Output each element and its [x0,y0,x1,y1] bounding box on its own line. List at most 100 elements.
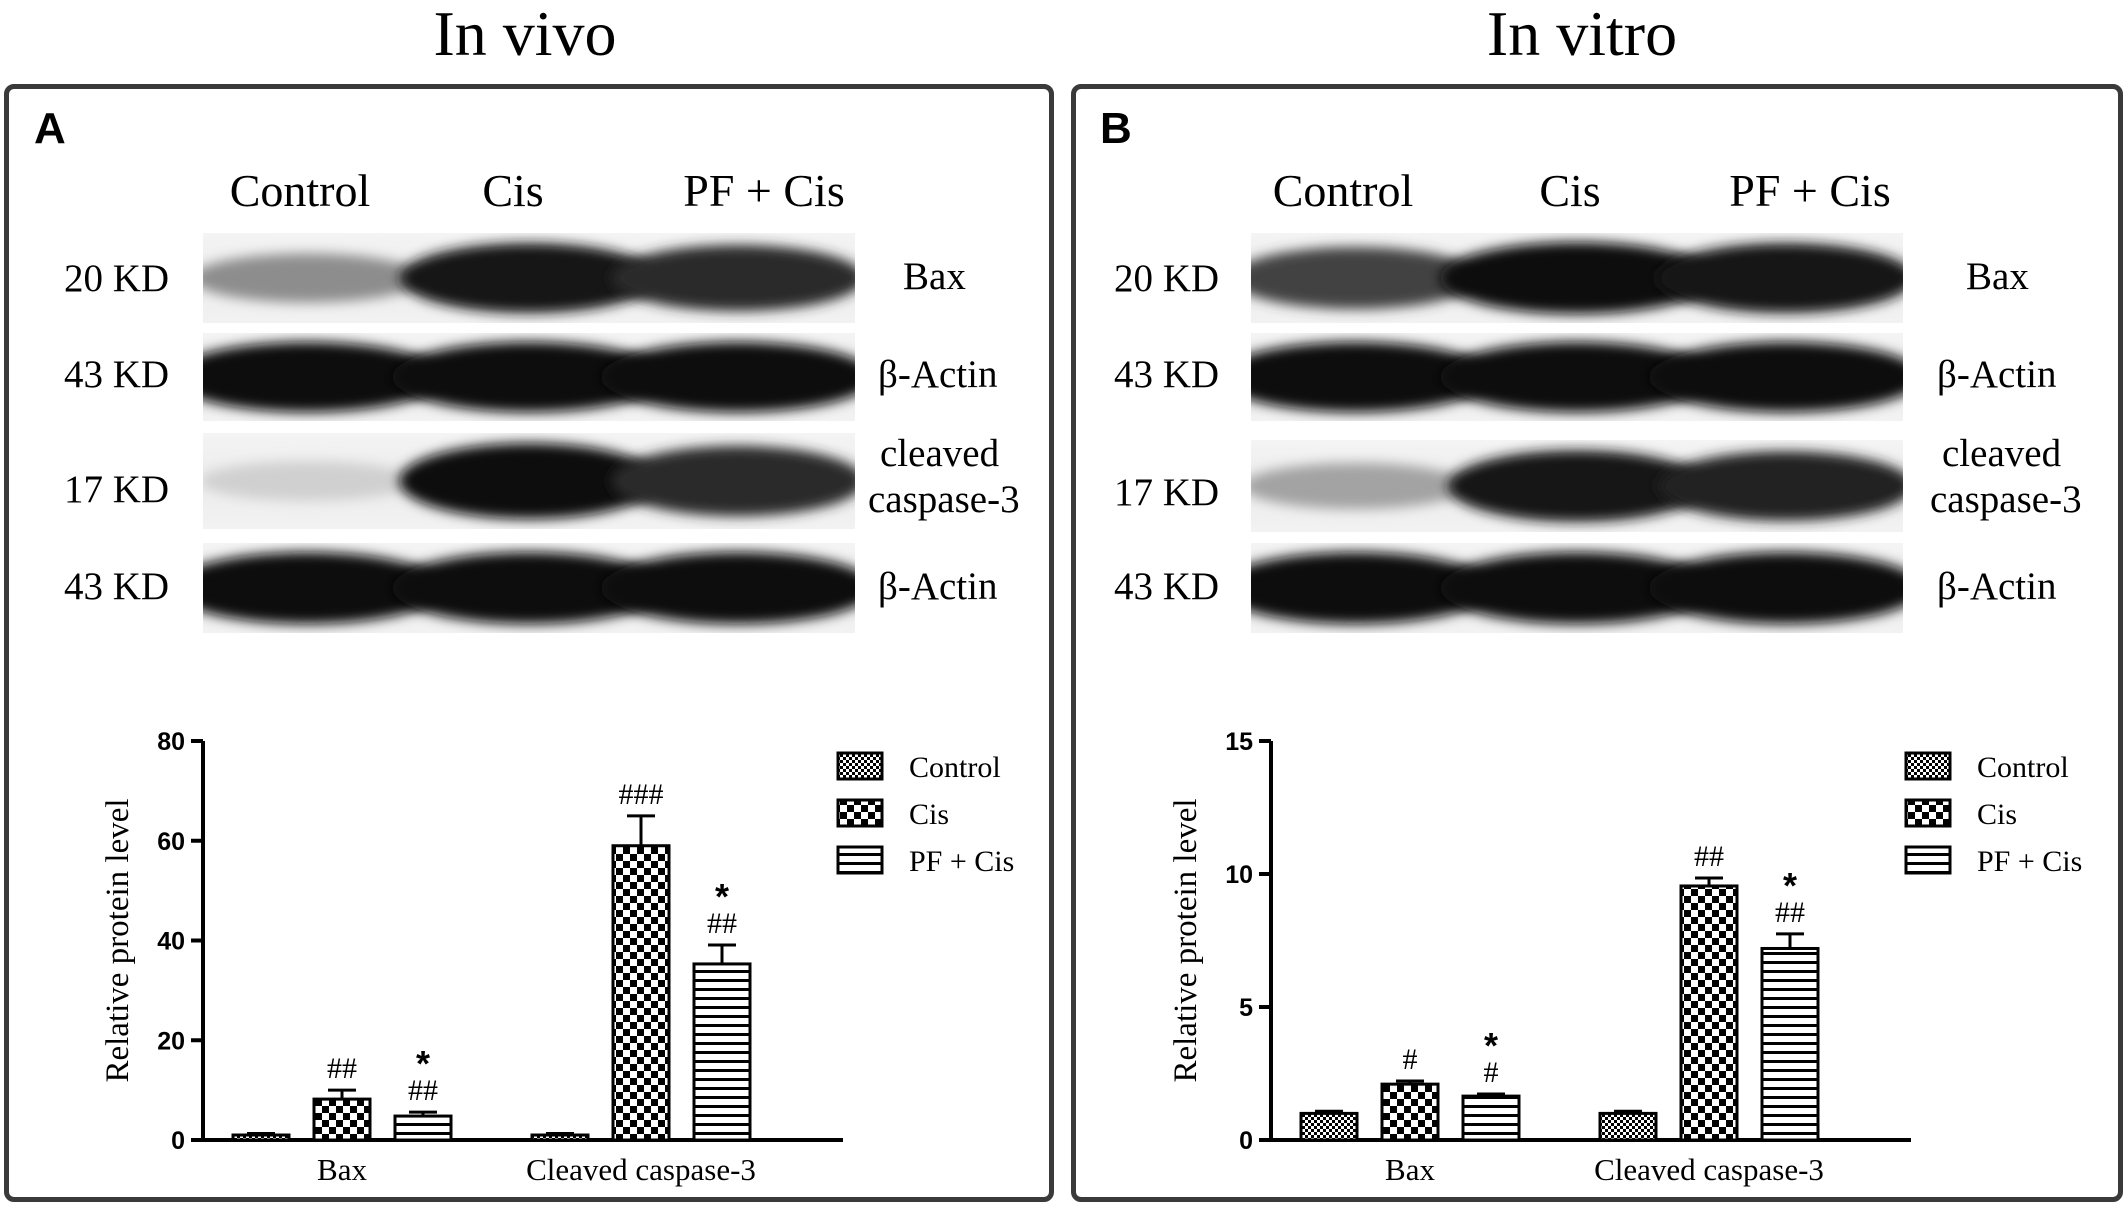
y-tick-label: 0 [171,1127,185,1155]
bar-control [231,1133,291,1142]
legend-swatch [1904,751,1952,781]
protein-label-line: cleaved [1942,432,2062,475]
legend-label: Cis [1977,798,2017,831]
band-control [1251,462,1468,510]
legend-label: PF + Cis [1977,845,2082,878]
band-control [1251,246,1480,310]
band-cis [1447,450,1707,522]
category-label: Cleaved caspase-3 [526,1152,756,1187]
bar-pf-cis [1461,1094,1521,1142]
band-pf-cis [611,244,855,312]
significance-hash: ## [1694,840,1724,873]
panel-a [4,84,1054,1202]
significance-hash: ## [1775,896,1805,929]
kd-label: 43 KD [64,353,170,396]
significance-star: * [715,876,729,917]
kd-label: 20 KD [1114,257,1220,300]
band-control [203,341,445,413]
significance-hash: # [1484,1056,1499,1089]
bar-cis [611,844,671,1142]
blot-strip-beta-actin [1251,543,1903,633]
significance-star: * [1783,865,1797,906]
significance-hash: # [1403,1043,1418,1076]
lane-label-pf-cis: PF + Cis [1729,165,1891,216]
legend-label: Control [1977,751,2069,784]
legend-label: PF + Cis [909,845,1014,878]
y-tick-label: 40 [157,928,185,956]
significance-hash: ## [327,1052,357,1085]
band-pf-cis [1656,243,1903,313]
category-label: Bax [1385,1152,1435,1187]
lane-label-control: Control [229,165,371,216]
y-tick-label: 20 [157,1027,185,1055]
panel-b [1071,84,2123,1202]
band-cis [392,341,666,413]
panel-a-letter: A [34,104,66,153]
protein-label-cleaved-caspase-3: cleaved caspase-3 [1930,431,2082,523]
legend-swatch [1904,798,1952,828]
bar-cis [312,1097,372,1142]
kd-label: 17 KD [1114,471,1220,514]
band-control [1251,552,1493,624]
significance-hash: ### [619,778,664,811]
protein-label-line: cleaved [880,432,1000,475]
legend-swatch [836,845,884,875]
figure-title-in-vivo: In vivo [433,0,617,69]
blot-strip-bax [1251,233,1903,323]
category-label: Cleaved caspase-3 [1594,1152,1824,1187]
protein-label-line: caspase-3 [1930,478,2082,521]
y-axis-label: Relative protein level [1168,798,1204,1082]
band-pf-cis [1648,341,1903,413]
bar-pf-cis [393,1114,453,1142]
significance-star: * [1484,1025,1498,1066]
y-tick-label: 5 [1239,994,1253,1022]
significance-star: * [416,1043,430,1084]
band-pf-cis [600,341,855,413]
band-cis [392,552,666,624]
blot-strip-bax [203,233,855,323]
lane-label-cis: Cis [1539,165,1601,216]
y-tick-label: 10 [1225,861,1253,889]
y-tick-label: 15 [1225,728,1253,756]
legend-swatch [836,798,884,828]
bar-pf-cis [1760,946,1820,1142]
legend-label: Control [909,751,1001,784]
blot-strip-beta-actin [1251,333,1903,421]
blot-strip-cleaved-caspase-3 [1251,440,1903,532]
band-cis [1440,242,1714,314]
bar-control [1598,1111,1658,1142]
y-axis-label: Relative protein level [100,798,136,1082]
band-cis [399,242,659,314]
significance-hash: ## [707,907,737,940]
blot-strip-beta-actin [203,333,855,421]
bar-control [530,1133,590,1142]
y-tick-label: 80 [157,728,185,756]
lane-label-control: Control [1272,165,1414,216]
kd-label: 20 KD [64,257,170,300]
blot-strip-beta-actin [203,543,855,633]
lane-label-cis: Cis [482,165,544,216]
figure-title-in-vitro: In vitro [1486,0,1678,69]
legend-swatch [836,751,884,781]
protein-label-line: caspase-3 [868,478,1020,521]
band-control [203,253,423,303]
y-tick-label: 0 [1239,1127,1253,1155]
protein-label-bax: Bax [1966,255,2029,298]
protein-label-beta-actin: β-Actin [1937,565,2057,608]
bar-cis [1380,1082,1440,1142]
legend-swatch [1904,845,1952,875]
band-pf-cis [1657,451,1903,521]
bar-control [1299,1111,1359,1142]
protein-label-cleaved-caspase-3: cleaved caspase-3 [868,431,1020,523]
kd-label: 43 KD [1114,353,1220,396]
significance-hash: ## [408,1074,438,1107]
category-label: Bax [317,1152,367,1187]
band-cis [1440,552,1714,624]
kd-label: 43 KD [64,565,170,608]
band-control [203,461,415,501]
protein-label-beta-actin: β-Actin [878,565,998,608]
band-cis [399,443,659,519]
protein-label-beta-actin: β-Actin [1937,353,2057,396]
